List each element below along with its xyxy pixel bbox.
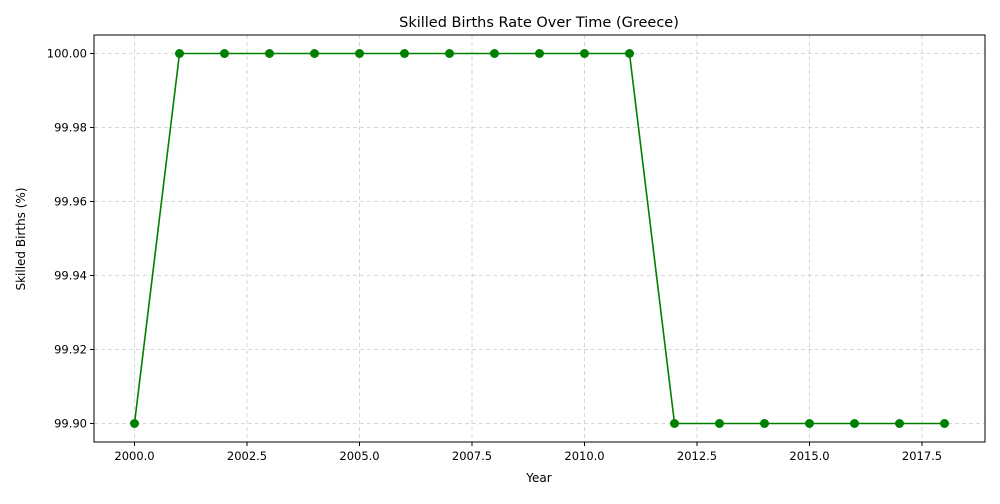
x-tick-label: 2015.0 [789,449,829,463]
data-point [580,49,589,58]
grid-layer [94,35,985,442]
series-layer [130,49,949,428]
y-tick-label: 99.90 [54,417,87,431]
data-point [130,419,139,428]
data-point [760,419,769,428]
data-point [175,49,184,58]
y-tick-label: 99.92 [54,343,87,357]
axes-layer [93,34,986,443]
x-tick-label: 2010.0 [564,449,604,463]
y-axis-label: Skilled Births (%) [14,187,28,290]
y-tick-label: 99.96 [54,195,87,209]
data-point [895,419,904,428]
x-tick-label: 2005.0 [339,449,379,463]
data-point [670,419,679,428]
data-point [355,49,364,58]
x-tick-label: 2007.5 [452,449,492,463]
x-tick-label: 2012.5 [677,449,717,463]
plot-frame [93,34,986,443]
data-point [265,49,274,58]
chart-title: Skilled Births Rate Over Time (Greece) [399,15,679,31]
data-point [940,419,949,428]
y-tick-label: 100.00 [47,47,87,61]
data-point [445,49,454,58]
x-tick-label: 2000.0 [114,449,154,463]
y-tick-label: 99.98 [54,121,87,135]
y-tick-label: 99.94 [54,269,87,283]
data-point [490,49,499,58]
x-tick-label: 2002.5 [227,449,267,463]
tick-layer: 2000.0 2002.5 2005.0 2007.5 2010.0 2012.5 2015… [47,47,942,464]
series-line [133,52,945,425]
data-point [220,49,229,58]
data-point [310,49,319,58]
x-tick-label: 2017.5 [902,449,942,463]
data-point [625,49,634,58]
data-point [535,49,544,58]
data-point [400,49,409,58]
x-axis-label: Year [525,471,551,485]
data-point [715,419,724,428]
data-point [805,419,814,428]
data-point [850,419,859,428]
